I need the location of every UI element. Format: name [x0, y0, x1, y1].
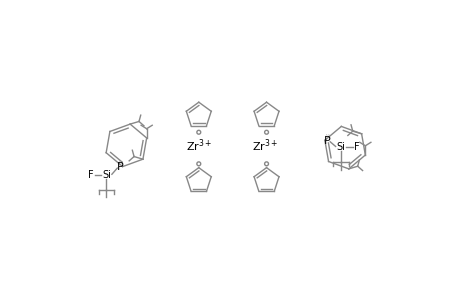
- Text: F: F: [353, 142, 358, 152]
- Text: ◦◦: ◦◦: [117, 161, 123, 166]
- Text: Si: Si: [336, 142, 345, 152]
- Text: ◦◦: ◦◦: [323, 134, 330, 140]
- Text: Zr$^{3+}$: Zr$^{3+}$: [251, 138, 278, 154]
- Text: Si: Si: [102, 170, 111, 180]
- Text: F: F: [88, 170, 94, 180]
- Text: P: P: [117, 162, 123, 172]
- Text: Zr$^{3+}$: Zr$^{3+}$: [186, 138, 213, 154]
- Text: P: P: [323, 136, 330, 146]
